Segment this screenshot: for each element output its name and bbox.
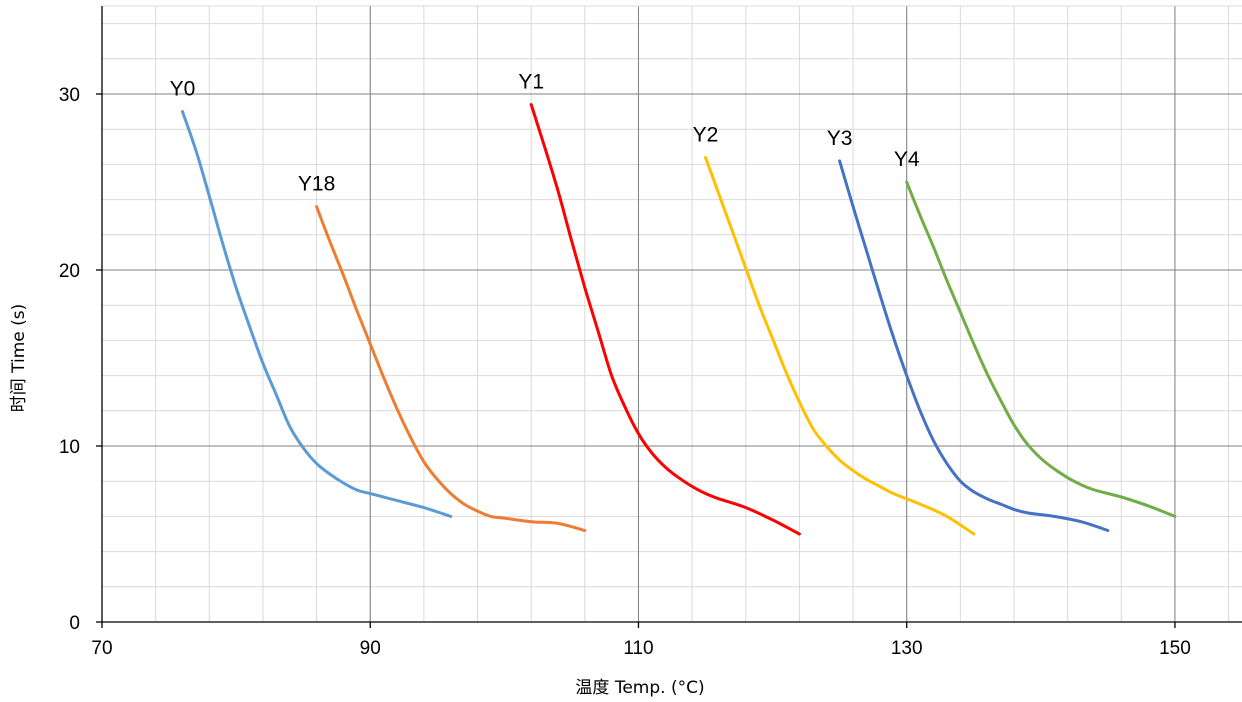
- x-tick-label: 90: [360, 638, 381, 659]
- gridlines: [102, 5, 1242, 622]
- series-line-y0: [181, 110, 453, 518]
- series-label-y1: Y1: [518, 71, 544, 94]
- series-line-y18: [315, 205, 587, 532]
- series-line-y2: [704, 155, 976, 536]
- series-label-y18: Y18: [298, 173, 335, 196]
- y-tick-label: 20: [59, 261, 80, 282]
- series-line-y4: [905, 180, 1177, 518]
- y-tick-label: 10: [59, 437, 80, 458]
- series-label-y0: Y0: [170, 78, 196, 101]
- series-line-y3: [838, 159, 1110, 532]
- series-line-y1: [529, 103, 801, 536]
- y-tick-label: 30: [59, 85, 80, 106]
- y-axis-title: 时间 Time (s): [9, 304, 29, 413]
- tick-labels: 70 90 110 130 150 0 10 20 30: [59, 85, 1191, 659]
- y-tick-label: 0: [69, 613, 80, 634]
- series-labels: Y0 Y18 Y1 Y2 Y3 Y4: [170, 71, 920, 196]
- x-tick-label: 130: [891, 638, 923, 659]
- series-label-y4: Y4: [894, 148, 920, 171]
- x-tick-label: 70: [91, 638, 112, 659]
- x-axis-title: 温度 Temp. (°C): [575, 678, 704, 698]
- series-label-y2: Y2: [693, 123, 719, 146]
- axes: [96, 6, 1242, 628]
- x-tick-label: 150: [1159, 638, 1191, 659]
- series-label-y3: Y3: [827, 127, 853, 150]
- series-lines: [181, 103, 1177, 536]
- x-tick-label: 110: [623, 638, 653, 659]
